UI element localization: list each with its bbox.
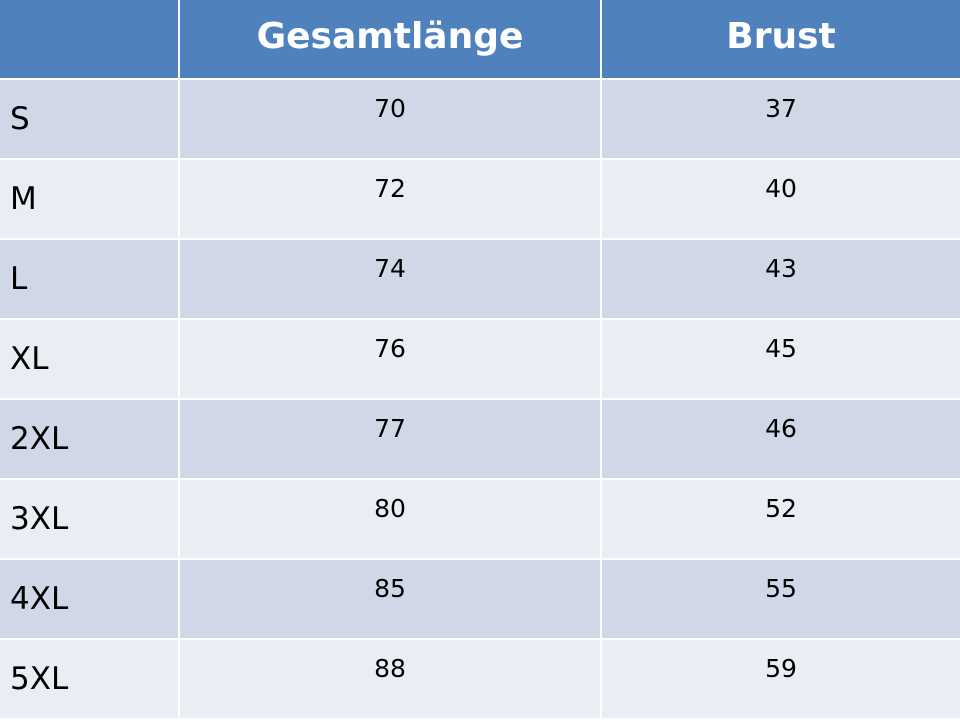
value-cell: 88: [180, 640, 600, 718]
size-cell: 2XL: [0, 400, 178, 478]
size-cell: 3XL: [0, 480, 178, 558]
value-cell: 85: [180, 560, 600, 638]
size-cell: M: [0, 160, 178, 238]
header-cell: Brust: [602, 0, 960, 78]
value-cell: 37: [602, 80, 960, 158]
size-cell: XL: [0, 320, 178, 398]
value-cell: 43: [602, 240, 960, 318]
value-cell: 76: [180, 320, 600, 398]
size-cell: S: [0, 80, 178, 158]
value-cell: 72: [180, 160, 600, 238]
size-cell: L: [0, 240, 178, 318]
value-cell: 74: [180, 240, 600, 318]
size-cell: 4XL: [0, 560, 178, 638]
header-cell: [0, 0, 178, 78]
value-cell: 52: [602, 480, 960, 558]
header-cell: Gesamtlänge: [180, 0, 600, 78]
value-cell: 40: [602, 160, 960, 238]
value-cell: 59: [602, 640, 960, 718]
size-cell: 5XL: [0, 640, 178, 718]
value-cell: 70: [180, 80, 600, 158]
value-cell: 55: [602, 560, 960, 638]
value-cell: 80: [180, 480, 600, 558]
value-cell: 45: [602, 320, 960, 398]
value-cell: 46: [602, 400, 960, 478]
value-cell: 77: [180, 400, 600, 478]
